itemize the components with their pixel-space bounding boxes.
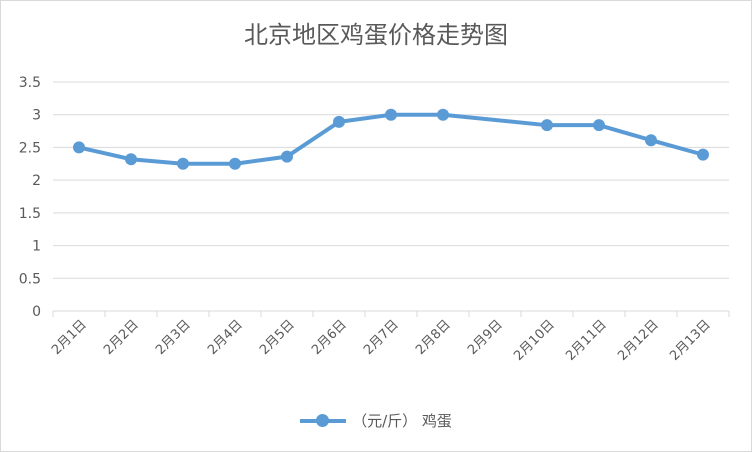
x-tick-label: 2月2日 <box>101 317 142 358</box>
y-tick-label: 0.5 <box>19 271 41 287</box>
y-tick-label: 0 <box>32 304 41 320</box>
x-tick-label: 2月8日 <box>413 317 454 358</box>
y-tick-label: 3.5 <box>19 75 41 91</box>
series-line <box>77 112 705 166</box>
data-point <box>229 157 241 170</box>
chart-title: 北京地区鸡蛋价格走势图 <box>244 21 508 49</box>
x-tick-label: 2月12日 <box>615 317 662 364</box>
data-point <box>697 148 709 161</box>
data-point <box>385 108 397 121</box>
y-tick-label: 1.5 <box>19 206 41 222</box>
plot-area: 0 0.5 1 1.5 2 2.5 3 3.5 2月1日 2月2日 2月3日 2月4日 2月5日 2月6日… <box>19 75 730 364</box>
y-tick-label: 1 <box>32 239 41 255</box>
x-tick-label: 2月9日 <box>465 317 506 358</box>
data-point <box>437 108 449 121</box>
data-point <box>73 141 85 154</box>
x-tick-label: 2月11日 <box>563 317 610 364</box>
x-tick-label: 2月4日 <box>205 317 246 358</box>
data-point <box>177 157 189 170</box>
data-point <box>281 150 293 163</box>
y-tick-label: 3 <box>32 108 41 124</box>
data-point <box>333 115 345 128</box>
x-tick-label: 2月13日 <box>667 317 714 364</box>
data-point <box>125 153 137 166</box>
x-tick-label: 2月3日 <box>153 317 194 358</box>
legend-label: （元/斤） 鸡蛋 <box>352 412 452 430</box>
legend-marker <box>300 413 347 428</box>
data-point <box>645 134 657 147</box>
y-tick-label: 2.5 <box>19 140 41 156</box>
x-tick-label: 2月1日 <box>49 317 90 358</box>
y-tick-label: 2 <box>32 173 41 189</box>
x-tick-label: 2月6日 <box>309 317 350 358</box>
x-tick-label: 2月10日 <box>511 317 558 364</box>
x-tick-label: 2月7日 <box>361 317 402 358</box>
legend: （元/斤） 鸡蛋 <box>1 410 751 431</box>
data-point <box>541 119 553 132</box>
data-point <box>593 119 605 132</box>
x-tick-label: 2月5日 <box>257 317 298 358</box>
